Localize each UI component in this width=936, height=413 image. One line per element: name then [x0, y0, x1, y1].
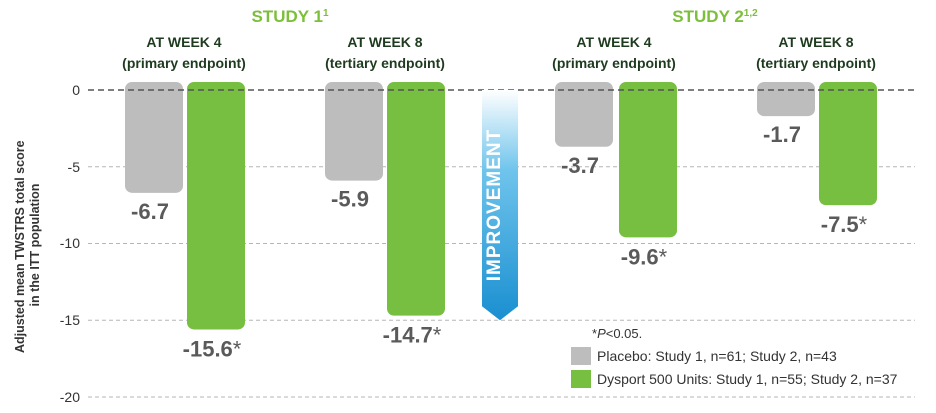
- y-tick-20: -20: [60, 389, 80, 405]
- bar-placebo-study1-week4: [125, 82, 183, 193]
- group-1-head-line1: AT WEEK 4: [146, 34, 221, 50]
- footnote: *P<0.05.: [592, 326, 642, 341]
- y-tick-5: -5: [68, 159, 81, 175]
- y-tick-15: -15: [60, 312, 80, 328]
- value-label-placebo-study2-week8: -1.7: [763, 122, 801, 147]
- group-1-head-line2: (primary endpoint): [122, 55, 246, 71]
- study-1-title: STUDY 11: [251, 7, 329, 26]
- improvement-arrow-shape: [482, 90, 518, 321]
- value-label-dysport-study2-week4: -9.6*: [621, 244, 668, 269]
- group-3-head-line2: (primary endpoint): [552, 55, 676, 71]
- study-2-title: STUDY 21,2: [672, 7, 758, 26]
- improvement-label: IMPROVEMENT: [484, 129, 505, 281]
- value-label-dysport-study2-week8: -7.5*: [821, 212, 868, 237]
- y-axis-label: Adjusted mean TWSTRS total score in the …: [13, 137, 42, 353]
- group-2-head-line1: AT WEEK 8: [347, 34, 422, 50]
- group-4-head-line2: (tertiary endpoint): [756, 55, 876, 71]
- y-tick-10: -10: [60, 235, 80, 251]
- value-label-placebo-study1-week8: -5.9: [331, 187, 369, 212]
- value-label-dysport-study1-week8: -14.7*: [383, 323, 442, 348]
- group-2-head-line2: (tertiary endpoint): [325, 55, 445, 71]
- group-3-head-line1: AT WEEK 4: [576, 34, 651, 50]
- group-4-head-line1: AT WEEK 8: [778, 34, 853, 50]
- bar-dysport-study1-week8: [387, 82, 445, 316]
- bar-dysport-study2-week8: [819, 82, 877, 206]
- legend-swatch-placebo: [571, 347, 591, 365]
- bar-dysport-study1-week4: [187, 82, 245, 330]
- value-label-placebo-study1-week4: -6.7: [131, 199, 169, 224]
- bar-placebo-study2-week4: [555, 82, 613, 147]
- value-label-placebo-study2-week4: -3.7: [561, 153, 599, 178]
- legend-swatch-dysport: [571, 370, 591, 388]
- legend-label-dysport: Dysport 500 Units: Study 1, n=55; Study …: [597, 371, 898, 387]
- y-tick-0: 0: [72, 82, 80, 98]
- legend-label-placebo: Placebo: Study 1, n=61; Study 2, n=43: [597, 348, 837, 364]
- bar-placebo-study2-week8: [757, 82, 815, 117]
- value-label-dysport-study1-week4: -15.6*: [183, 336, 242, 361]
- improvement-arrow: IMPROVEMENT: [482, 90, 518, 321]
- bar-dysport-study2-week4: [619, 82, 677, 238]
- bar-placebo-study1-week8: [325, 82, 383, 181]
- legend: Placebo: Study 1, n=61; Study 2, n=43 Dy…: [571, 347, 898, 388]
